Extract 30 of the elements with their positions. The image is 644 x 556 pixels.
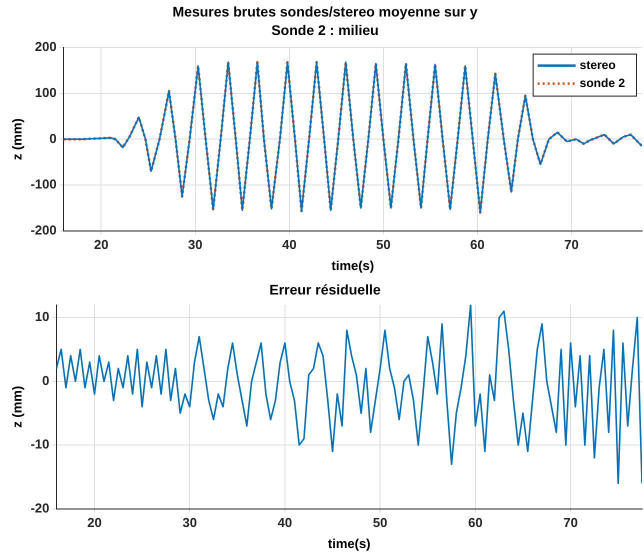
y-tick-label: -10 <box>30 436 50 452</box>
y-tick-label: 0 <box>49 130 57 146</box>
y-tick-label: -20 <box>30 500 50 516</box>
x-tick-label: 70 <box>563 515 578 530</box>
y-axis-title: z (mm) <box>9 118 24 160</box>
x-tick-label: 20 <box>94 237 108 252</box>
chart-subtitle: Sonde 2 : milieu <box>271 22 379 38</box>
x-tick-label: 60 <box>468 515 483 530</box>
y-axis-title: z (mm) <box>9 386 24 428</box>
y-tick-label: 10 <box>34 309 50 324</box>
x-tick-label: 50 <box>376 237 391 252</box>
x-tick-label: 70 <box>564 237 579 252</box>
x-tick-label: 30 <box>182 515 197 530</box>
y-tick-label: 100 <box>34 84 57 100</box>
chart-title: Mesures brutes sondes/stereo moyenne sur y <box>172 3 478 20</box>
x-axis-title: time(s) <box>328 536 371 551</box>
y-tick-label: 0 <box>42 372 50 388</box>
x-tick-label: 20 <box>87 515 102 530</box>
x-tick-label: 40 <box>282 237 297 252</box>
y-tick-label: 200 <box>34 39 57 54</box>
chart-title: Erreur résiduelle <box>269 281 381 298</box>
y-tick-label: -100 <box>30 176 57 192</box>
legend-label: sonde 2 <box>580 76 626 90</box>
y-tick-label: -200 <box>30 222 57 238</box>
x-tick-label: 30 <box>188 237 203 252</box>
legend-label: stereo <box>580 58 616 72</box>
x-axis-title: time(s) <box>331 258 374 273</box>
x-tick-label: 60 <box>470 237 485 252</box>
x-tick-label: 50 <box>372 515 388 530</box>
x-tick-label: 40 <box>278 515 292 530</box>
